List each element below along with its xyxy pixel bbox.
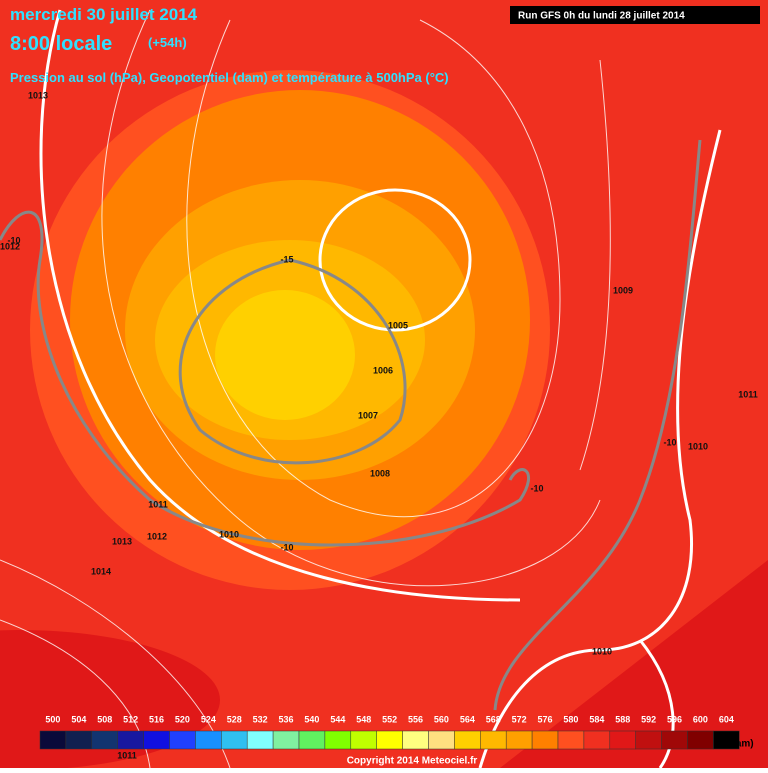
copyright: Copyright 2014 Meteociel.fr xyxy=(347,756,478,767)
legend-swatch xyxy=(687,730,714,750)
legend-label: 564 xyxy=(460,714,475,724)
legend-swatch xyxy=(428,730,455,750)
field-area xyxy=(500,560,768,768)
contour-label: -10 xyxy=(7,235,20,245)
legend-swatch xyxy=(635,730,662,750)
contour-label: 1005 xyxy=(388,320,408,330)
legend-swatch xyxy=(531,730,559,750)
time: 8:00 locale xyxy=(10,33,112,55)
legend-swatch xyxy=(65,730,93,750)
contour-label: 1013 xyxy=(28,90,48,100)
legend-swatch xyxy=(39,730,67,750)
legend-label: 524 xyxy=(201,714,216,724)
legend-swatch xyxy=(713,730,740,750)
date: mercredi 30 juillet 2014 xyxy=(10,5,198,24)
run-info: Run GFS 0h du lundi 28 juillet 2014 xyxy=(518,11,685,22)
contour-label: 1010 xyxy=(219,529,239,539)
contour-label: 1010 xyxy=(592,646,612,656)
legend-label: 580 xyxy=(563,714,578,724)
legend-swatch xyxy=(91,730,118,750)
legend-label: 500 xyxy=(45,714,60,724)
contour-label: 1011 xyxy=(117,750,137,760)
contour-label: -10 xyxy=(663,437,676,447)
contour-label: 1012 xyxy=(147,531,167,541)
contour-label: 1007 xyxy=(358,410,378,420)
contour-label: 1009 xyxy=(613,285,633,295)
legend-swatch xyxy=(480,730,507,750)
legend-swatch xyxy=(324,730,352,750)
legend-label: 588 xyxy=(615,714,630,724)
legend-swatch xyxy=(661,730,688,750)
legend-swatch xyxy=(402,730,429,750)
legend-swatch xyxy=(376,730,403,750)
contour-label: -10 xyxy=(530,483,543,493)
legend-label: 596 xyxy=(667,714,682,724)
legend-swatch xyxy=(454,730,481,750)
legend-swatch xyxy=(246,730,274,750)
legend-label: 600 xyxy=(693,714,708,724)
legend-label: 576 xyxy=(538,714,553,724)
legend-label: 556 xyxy=(408,714,423,724)
contour-label: 1010 xyxy=(688,441,708,451)
field-area xyxy=(215,290,355,420)
legend-swatch xyxy=(117,730,144,750)
legend-swatch xyxy=(505,730,533,750)
legend-label: 528 xyxy=(227,714,242,724)
contour-label: -15 xyxy=(280,254,293,264)
legend-label: 520 xyxy=(175,714,190,724)
contour-label: 1014 xyxy=(91,566,111,576)
legend-swatch xyxy=(272,730,300,750)
contour-label: 1013 xyxy=(112,536,132,546)
contour-label: 1006 xyxy=(373,365,393,375)
legend-label: 604 xyxy=(719,714,734,724)
legend-label: 584 xyxy=(589,714,604,724)
subtitle: Pression au sol (hPa), Geopotentiel (dam… xyxy=(10,70,449,85)
legend-label: 548 xyxy=(356,714,371,724)
legend-label: 560 xyxy=(434,714,449,724)
run-box xyxy=(510,6,760,24)
legend-label: 540 xyxy=(304,714,319,724)
legend-label: 552 xyxy=(382,714,397,724)
isotherms xyxy=(0,139,702,711)
legend-label: 592 xyxy=(641,714,656,724)
contour-label: -10 xyxy=(280,542,293,552)
legend-label: 572 xyxy=(512,714,527,724)
legend-label: 516 xyxy=(149,714,164,724)
contour-label: 1011 xyxy=(148,499,168,509)
legend-label: 544 xyxy=(330,714,345,724)
legend-swatch xyxy=(195,730,222,750)
legend-swatch xyxy=(221,730,248,750)
legend-label: 512 xyxy=(123,714,138,724)
legend-swatch xyxy=(169,730,196,750)
lead-time: (+54h) xyxy=(148,35,187,50)
legend-swatch xyxy=(557,730,585,750)
contour-label: 1008 xyxy=(370,468,390,478)
legend-unit: (dam) xyxy=(726,739,753,750)
legend-swatch xyxy=(609,730,636,750)
legend-label: 504 xyxy=(71,714,86,724)
legend-label: 536 xyxy=(279,714,294,724)
contour-label: 1011 xyxy=(738,389,758,399)
legend-swatch xyxy=(143,730,170,750)
legend-swatch xyxy=(298,730,326,750)
legend-swatch xyxy=(350,730,377,750)
isobars-main xyxy=(39,9,722,769)
legend-label: 532 xyxy=(253,714,268,724)
contour-label: 1012 xyxy=(0,241,20,251)
legend-label: 508 xyxy=(97,714,112,724)
legend-swatch xyxy=(583,730,611,750)
legend-label: 568 xyxy=(486,714,501,724)
